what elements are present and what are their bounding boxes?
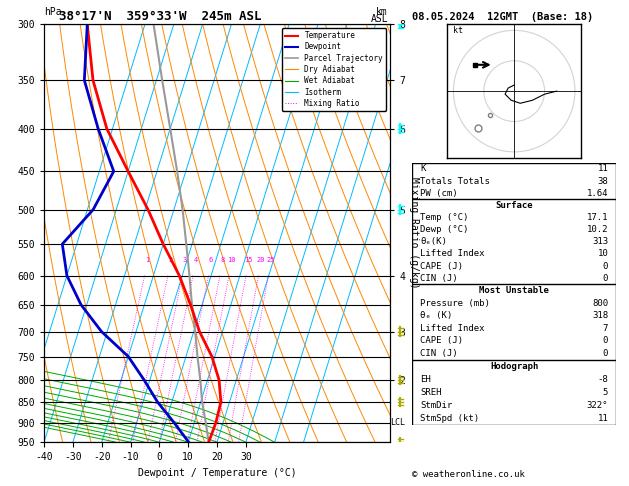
Text: EH: EH [420, 375, 431, 384]
Text: CIN (J): CIN (J) [420, 349, 458, 358]
Text: 11: 11 [598, 414, 608, 423]
Text: 800: 800 [592, 298, 608, 308]
Text: Temp (°C): Temp (°C) [420, 213, 469, 222]
Text: θₑ(K): θₑ(K) [420, 237, 447, 246]
Text: 1: 1 [145, 258, 150, 263]
Text: 11: 11 [598, 164, 608, 174]
Text: Surface: Surface [496, 201, 533, 210]
Text: 15: 15 [244, 258, 253, 263]
Text: 318: 318 [592, 311, 608, 320]
Text: K: K [420, 164, 426, 174]
Text: Lifted Index: Lifted Index [420, 324, 485, 333]
Text: 313: 313 [592, 237, 608, 246]
Text: 38: 38 [598, 176, 608, 186]
Text: 17.1: 17.1 [587, 213, 608, 222]
Text: 5: 5 [603, 388, 608, 397]
Text: CAPE (J): CAPE (J) [420, 336, 463, 346]
Text: ASL: ASL [370, 14, 388, 24]
Text: 3: 3 [183, 258, 187, 263]
Text: © weatheronline.co.uk: © weatheronline.co.uk [412, 469, 525, 479]
Text: 0: 0 [603, 274, 608, 283]
Text: StmSpd (kt): StmSpd (kt) [420, 414, 479, 423]
Text: SREH: SREH [420, 388, 442, 397]
Text: 2: 2 [169, 258, 173, 263]
Text: km: km [376, 7, 388, 17]
Text: Dewp (°C): Dewp (°C) [420, 225, 469, 234]
Text: 10.2: 10.2 [587, 225, 608, 234]
Text: hPa: hPa [44, 7, 62, 17]
Text: 38°17'N  359°33'W  245m ASL: 38°17'N 359°33'W 245m ASL [44, 10, 262, 23]
Text: 322°: 322° [587, 401, 608, 410]
Text: 20: 20 [257, 258, 265, 263]
Text: 0: 0 [603, 261, 608, 271]
Text: CAPE (J): CAPE (J) [420, 261, 463, 271]
Text: 0: 0 [603, 349, 608, 358]
Text: PW (cm): PW (cm) [420, 189, 458, 198]
Y-axis label: Mixing Ratio (g/kg): Mixing Ratio (g/kg) [409, 177, 419, 289]
Text: Totals Totals: Totals Totals [420, 176, 490, 186]
Text: 8: 8 [220, 258, 225, 263]
Text: StmDir: StmDir [420, 401, 452, 410]
Text: 4: 4 [194, 258, 198, 263]
X-axis label: Dewpoint / Temperature (°C): Dewpoint / Temperature (°C) [138, 468, 296, 478]
Text: Pressure (mb): Pressure (mb) [420, 298, 490, 308]
Text: kt: kt [454, 26, 464, 35]
Text: LCL: LCL [390, 418, 405, 427]
Text: 08.05.2024  12GMT  (Base: 18): 08.05.2024 12GMT (Base: 18) [412, 12, 593, 22]
Text: 25: 25 [266, 258, 275, 263]
Text: CIN (J): CIN (J) [420, 274, 458, 283]
Legend: Temperature, Dewpoint, Parcel Trajectory, Dry Adiabat, Wet Adiabat, Isotherm, Mi: Temperature, Dewpoint, Parcel Trajectory… [282, 28, 386, 111]
Text: 7: 7 [603, 324, 608, 333]
Text: 10: 10 [598, 249, 608, 259]
Text: 1.64: 1.64 [587, 189, 608, 198]
Text: 6: 6 [209, 258, 213, 263]
Text: 0: 0 [603, 336, 608, 346]
Text: Hodograph: Hodograph [490, 362, 538, 371]
Text: θₑ (K): θₑ (K) [420, 311, 452, 320]
Text: Most Unstable: Most Unstable [479, 286, 549, 295]
Text: 10: 10 [227, 258, 236, 263]
Text: -8: -8 [598, 375, 608, 384]
Text: Lifted Index: Lifted Index [420, 249, 485, 259]
